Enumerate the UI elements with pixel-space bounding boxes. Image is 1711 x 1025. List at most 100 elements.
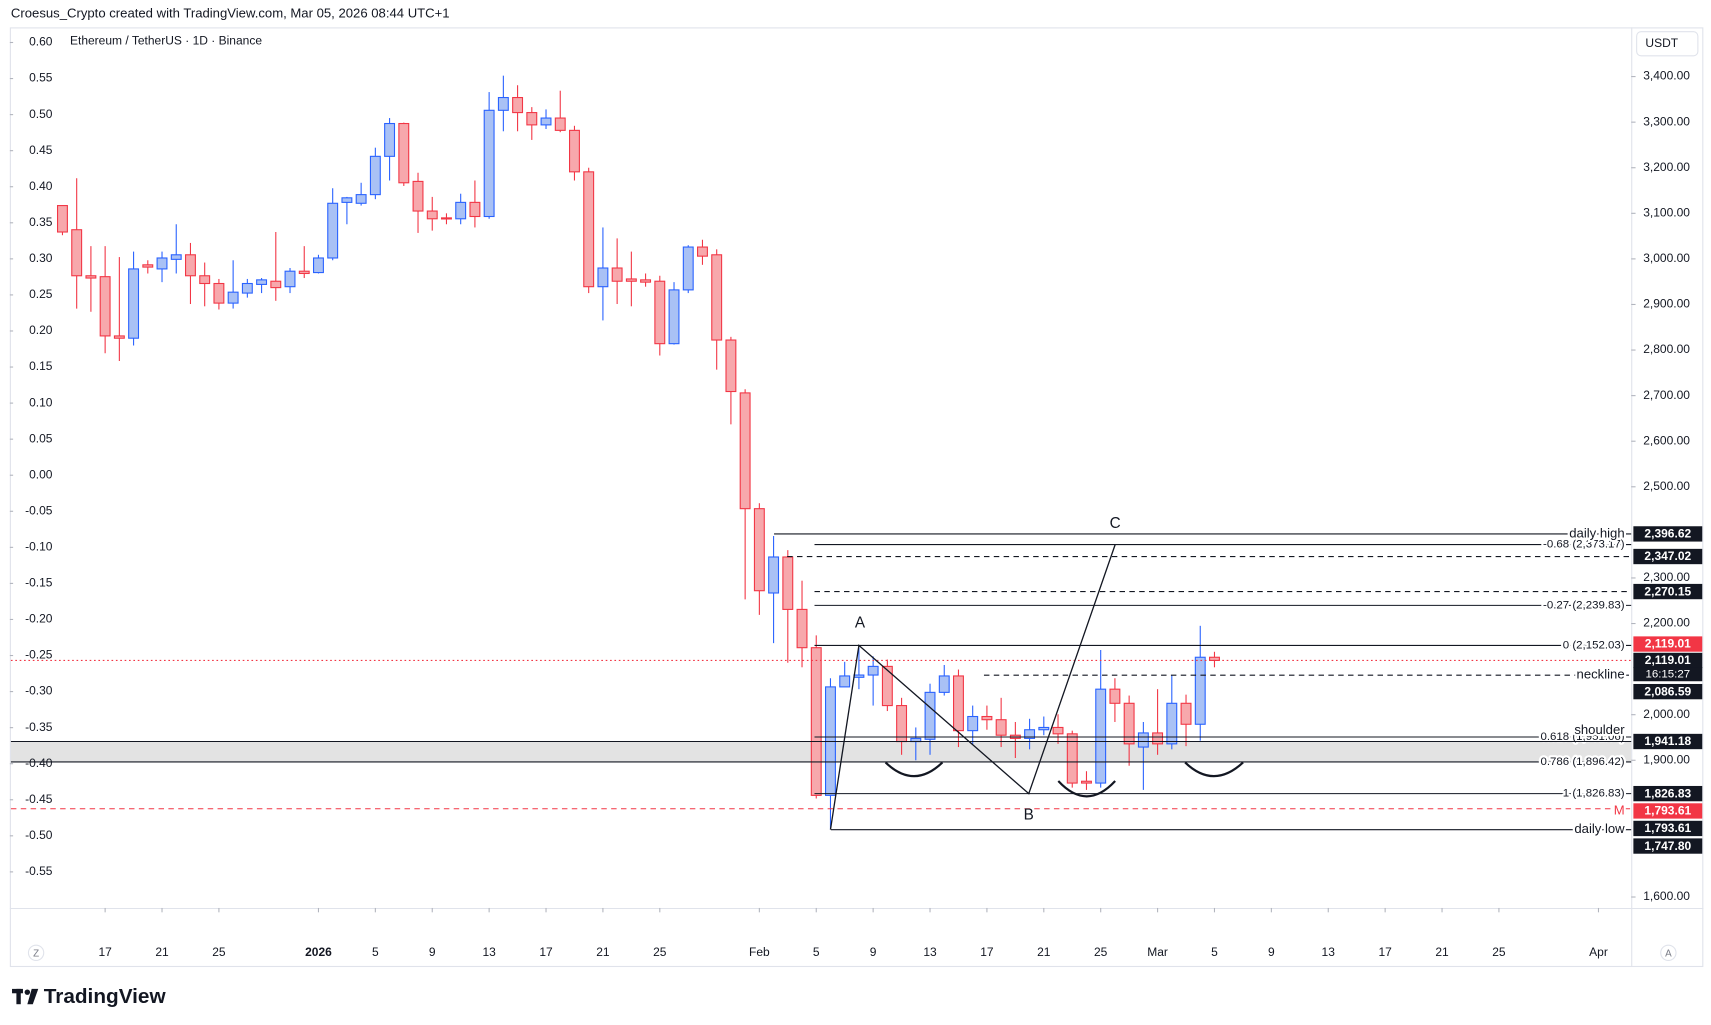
x-tick-label: 9 [1268, 945, 1275, 959]
price-badge [1633, 652, 1703, 669]
y2-tick-label: -0.55 [25, 864, 53, 878]
fib-label: 0 (2,152.03) [1563, 639, 1625, 651]
y2-tick-label: 0.00 [29, 467, 53, 481]
currency-box[interactable] [1636, 31, 1699, 57]
candle-body [1038, 726, 1050, 731]
price-badge [1633, 683, 1703, 700]
logo-part [24, 989, 31, 995]
y2-tick-label: 0.05 [29, 431, 53, 445]
candle-body [654, 280, 666, 345]
candle-body [839, 675, 851, 688]
candle-body [753, 508, 765, 592]
candle-body [881, 665, 893, 707]
y-tick-label: 3,000.00 [1643, 251, 1690, 265]
overlay: 1,600.00 1,900.00 2,000.00 2,200.00 2,300.00… [9, 35, 1703, 959]
price-badge [1633, 548, 1703, 565]
candle-body [768, 556, 780, 594]
candle-body [369, 155, 381, 196]
candle-body [284, 270, 296, 288]
x-tick-label: 5 [1211, 945, 1218, 959]
button-label[interactable]: Z [33, 948, 39, 959]
pattern-label: C [1110, 515, 1121, 532]
button[interactable] [1660, 944, 1677, 962]
level-name: daily high [1569, 525, 1624, 540]
arc [1184, 761, 1244, 778]
price-badge [1633, 820, 1703, 837]
price-badge-label: 1,941.18 [1644, 734, 1691, 748]
y2-tick-label: -0.30 [25, 684, 53, 698]
candle-body [1024, 729, 1036, 739]
header: Croesus_Crypto created with TradingView.… [11, 6, 450, 21]
candle-body [270, 280, 282, 289]
y2-tick-label: -0.15 [25, 576, 53, 590]
x-tick-label: Feb [749, 945, 770, 959]
x-tick-label: 13 [1322, 945, 1336, 959]
frame [9, 27, 1704, 968]
candle-body [213, 282, 225, 304]
candle-body [995, 719, 1007, 736]
button-label[interactable]: A [1665, 948, 1672, 959]
y2-tick-label: -0.35 [25, 720, 53, 734]
candle-body [142, 264, 154, 268]
candle-body [981, 715, 993, 721]
candle-body [810, 647, 822, 796]
y-tick-label: 2,900.00 [1643, 297, 1690, 311]
brand-logo [12, 988, 39, 1005]
candle-body [184, 254, 196, 277]
plot [10, 75, 1632, 830]
y-tick-label: 2,300.00 [1643, 570, 1690, 584]
x-tick-label: 17 [539, 945, 553, 959]
x-tick-label: 17 [98, 945, 112, 959]
currency[interactable]: USDT [1645, 36, 1678, 50]
y-tick-label: 3,400.00 [1643, 69, 1690, 83]
y2-tick-label: -0.40 [25, 756, 53, 770]
countdown: 16:15:27 [1645, 669, 1690, 681]
fib-label: -0.68 (2,373.17) [1543, 539, 1625, 551]
candle-body [540, 117, 552, 126]
price-badge [1633, 785, 1703, 802]
y-tick-label: 1,600.00 [1643, 889, 1690, 903]
fib-label: -0.27 (2,239.83) [1543, 599, 1625, 611]
candle-body [398, 122, 410, 184]
price-badge-label: 2,396.62 [1644, 527, 1691, 541]
x-tick-label: 5 [372, 945, 379, 959]
x-tick-label: 13 [923, 945, 937, 959]
x-tick-label: 2026 [305, 945, 332, 959]
price-badge-label: 2,347.02 [1644, 549, 1691, 563]
y2-tick-label: 0.45 [29, 143, 53, 157]
y-tick-label: 2,600.00 [1643, 433, 1690, 447]
candle-body [426, 210, 438, 220]
candle-body [924, 691, 936, 740]
candle-body [1194, 656, 1206, 725]
y-tick-label: 3,200.00 [1643, 160, 1690, 174]
y-tick-label: 2,200.00 [1643, 616, 1690, 630]
candle-body [1109, 688, 1121, 704]
x-tick-label: 13 [482, 945, 496, 959]
candle-body [1166, 702, 1178, 745]
candle-body [170, 254, 182, 260]
candle-body [597, 267, 609, 288]
price-badge [1633, 526, 1703, 542]
fib-label: 0.786 (1,896.42) [1540, 756, 1624, 768]
candle-body [725, 339, 737, 393]
y-tick-label: 2,500.00 [1643, 479, 1690, 493]
candle-body [554, 117, 566, 131]
price-badge-label: 2,119.01 [1645, 653, 1691, 667]
candle-body [611, 267, 623, 282]
button[interactable] [27, 944, 45, 962]
price-badge-label: 1,793.61 [1644, 804, 1691, 818]
x-tick-label: Mar [1147, 945, 1168, 959]
candle-body [1052, 726, 1064, 735]
candle-body [967, 715, 979, 732]
x-tick-label: 25 [653, 945, 667, 959]
y-tick-label: 2,800.00 [1643, 342, 1690, 356]
candle-body [526, 112, 538, 126]
logo-part [16, 988, 21, 1005]
candle-body [469, 201, 481, 218]
x-tick-label: 21 [596, 945, 610, 959]
y2-tick-label: 0.20 [29, 323, 53, 337]
candle-body [99, 276, 111, 337]
